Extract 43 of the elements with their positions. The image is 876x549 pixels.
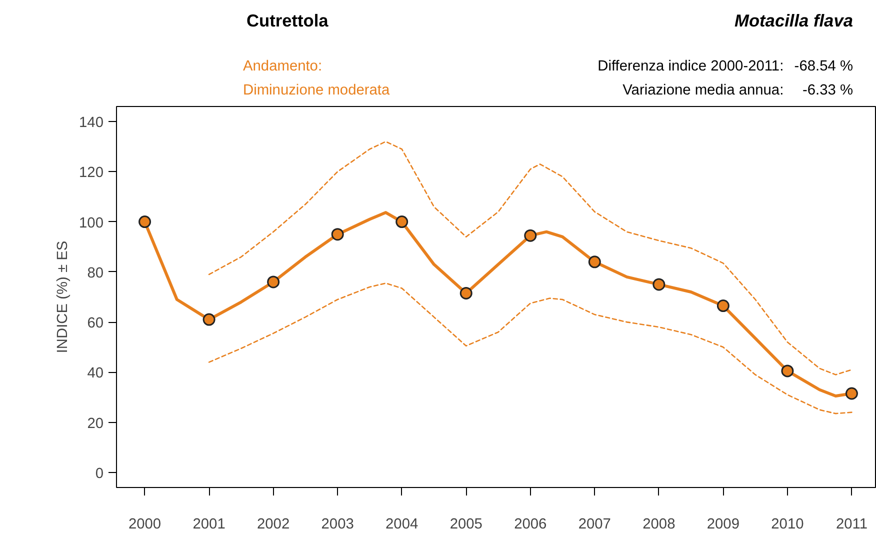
x-tick-label: 2010 (771, 516, 804, 532)
line-series (208, 282, 852, 414)
point (781, 364, 794, 378)
text: -6.33 % (802, 82, 853, 98)
y-tick-label: 40 (87, 366, 104, 382)
y-tick-label: 60 (87, 316, 104, 332)
point (588, 256, 601, 268)
y-tick-label: 20 (87, 416, 104, 432)
y-tick-label: 120 (79, 165, 104, 182)
x-tick-label: 2009 (706, 516, 740, 532)
x-tick-label: 2003 (321, 516, 354, 532)
x-tick-label: 2000 (128, 516, 162, 532)
point (331, 228, 344, 241)
y-tick-label: 0 (95, 466, 104, 482)
text: Variazione media annua: (622, 82, 784, 98)
point (652, 278, 666, 291)
text: Differenza indice 2000-2011: (598, 58, 784, 74)
y-tick-label: 100 (79, 215, 104, 232)
point (524, 229, 537, 242)
point (845, 387, 858, 400)
x-tick-label: 2004 (386, 516, 418, 532)
point (267, 276, 280, 288)
point (202, 313, 216, 326)
text: Diminuzione moderata (243, 82, 390, 98)
x-tick-label: 2001 (192, 516, 226, 532)
y-tick-label: 140 (79, 115, 104, 132)
x-tick-label: 2008 (642, 516, 676, 532)
chart-subtitle: Motacilla flava (734, 10, 854, 30)
x-tick-label: 2011 (836, 516, 868, 532)
point (716, 300, 730, 312)
y-axis-title: INDICE (%) ± ES (55, 240, 72, 354)
chart-title: Cutrettola (246, 10, 329, 30)
point (396, 216, 408, 228)
text: -68.54 % (794, 58, 853, 74)
point (138, 216, 152, 228)
y-tick-label: 80 (87, 265, 104, 282)
point (460, 287, 472, 300)
x-tick-label: 2002 (257, 516, 290, 532)
text: Andamento: (243, 58, 322, 74)
x-tick-label: 2006 (514, 516, 547, 532)
line-series (208, 140, 852, 376)
x-tick-label: 2007 (578, 516, 611, 532)
x-tick-label: 2005 (450, 516, 482, 532)
